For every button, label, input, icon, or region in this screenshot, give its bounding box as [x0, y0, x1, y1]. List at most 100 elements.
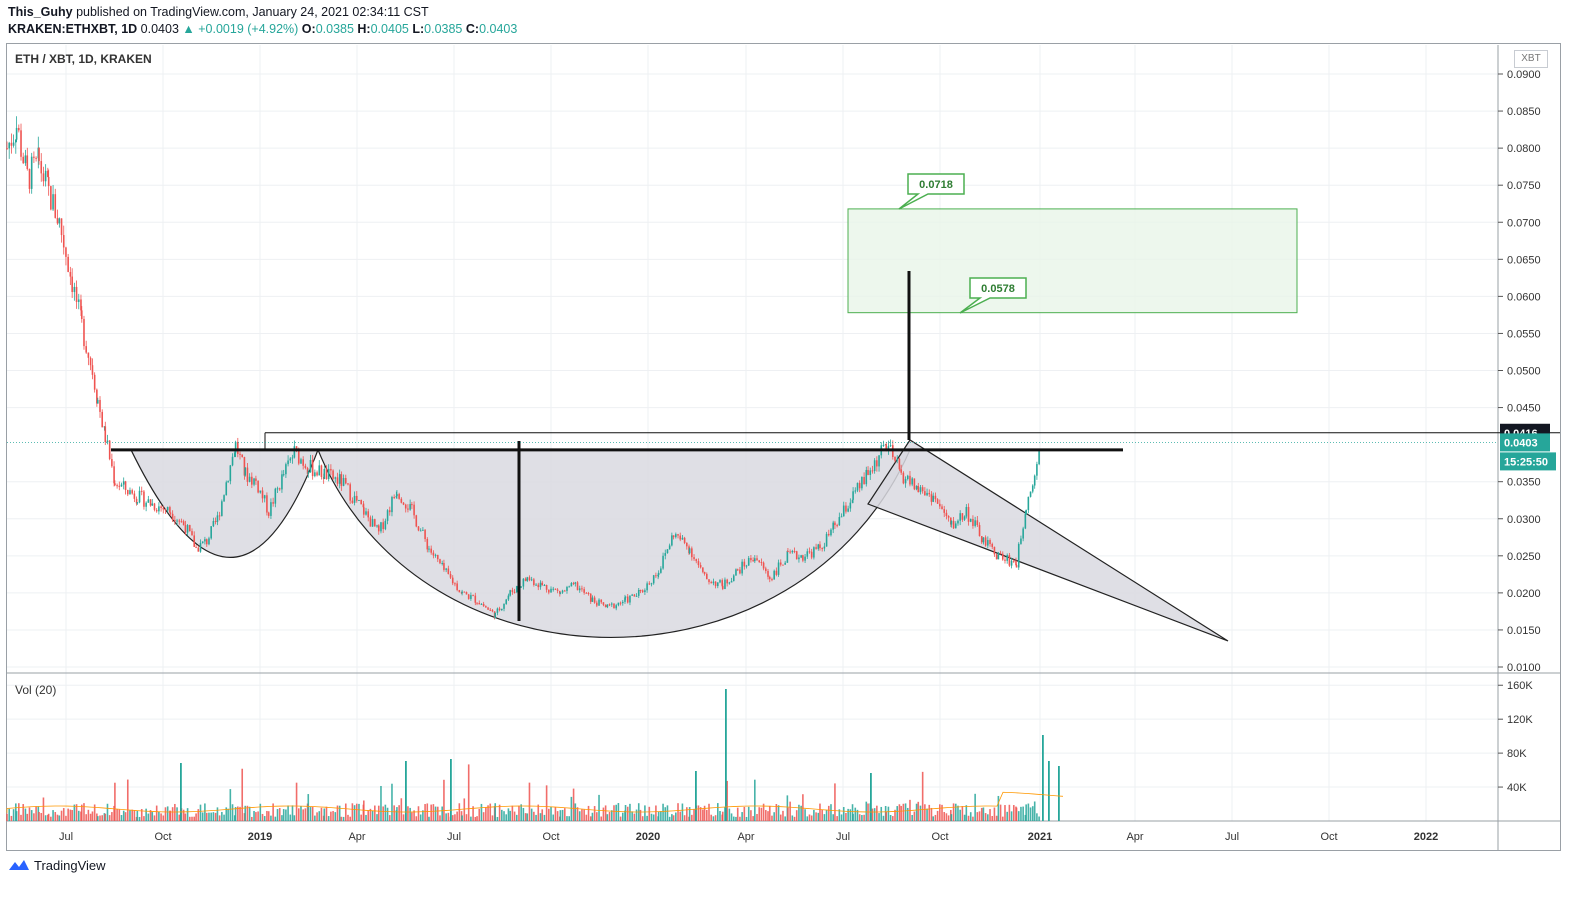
- volume-bar: [641, 816, 644, 821]
- volume-bar: [197, 809, 200, 821]
- volume-bar: [980, 807, 983, 821]
- candle-body: [371, 519, 374, 527]
- volume-bar: [351, 803, 354, 821]
- candle-body: [62, 235, 65, 248]
- x-tick-label: Jul: [1225, 831, 1239, 843]
- candle-body: [87, 352, 90, 358]
- candle-body: [1008, 555, 1011, 566]
- candle-body: [876, 460, 878, 467]
- volume-bar: [821, 809, 823, 821]
- volume-bar: [80, 804, 83, 821]
- candle-body: [1017, 543, 1020, 568]
- volume-bar: [248, 806, 251, 821]
- candle-body: [765, 568, 767, 571]
- volume-bar: [365, 814, 367, 821]
- candle-body: [771, 579, 773, 581]
- candle-body: [195, 546, 197, 548]
- candle-body: [666, 549, 669, 554]
- vol-tick-label: 120K: [1507, 714, 1533, 726]
- candle-body: [847, 508, 849, 512]
- publish-info: This_Guhy published on TradingView.com, …: [8, 5, 429, 19]
- volume-bar: [430, 804, 432, 821]
- candle-body: [719, 580, 721, 583]
- candle-body: [451, 577, 454, 584]
- volume-bar: [838, 809, 841, 821]
- candle-body: [574, 582, 577, 584]
- candle-body: [1031, 485, 1034, 492]
- candle-body: [118, 485, 121, 487]
- candle-body: [913, 478, 916, 490]
- target-zone: [847, 208, 1298, 314]
- candle-body: [633, 594, 636, 597]
- candle-body: [1022, 528, 1024, 539]
- volume-bar: [570, 796, 573, 821]
- candle-body: [458, 590, 461, 593]
- volume-bar: [974, 793, 976, 821]
- volume-bar: [885, 811, 888, 821]
- candle-body: [374, 519, 376, 527]
- candle-body: [147, 499, 150, 503]
- candle-body: [396, 494, 398, 496]
- candle-body: [724, 579, 726, 590]
- volume-bar: [340, 816, 343, 821]
- candle-body: [610, 603, 613, 605]
- volume-bar: [710, 814, 712, 821]
- candle-body: [572, 583, 575, 585]
- volume-bar: [1029, 807, 1032, 821]
- candle-body: [602, 602, 605, 605]
- volume-bar: [272, 803, 274, 821]
- candle-body: [297, 449, 300, 464]
- volume-bar: [834, 783, 836, 821]
- x-tick-label: Jul: [447, 831, 461, 843]
- candle-body: [714, 581, 717, 587]
- candle-body: [817, 544, 820, 549]
- volume-bar: [97, 816, 99, 821]
- candle-body: [111, 459, 113, 467]
- volume-bar: [494, 803, 497, 821]
- volume-bar: [847, 808, 849, 821]
- candle-body: [999, 552, 1002, 554]
- currency-badge[interactable]: XBT: [1514, 50, 1548, 68]
- candle-body: [533, 579, 535, 586]
- candle-body: [56, 217, 59, 224]
- volume-bar: [116, 809, 118, 821]
- candle-body: [47, 176, 50, 187]
- candle-body: [318, 465, 321, 476]
- volume-bar: [263, 816, 266, 821]
- candle-body: [336, 477, 339, 484]
- volume-bar: [813, 809, 815, 821]
- candle-body: [204, 539, 206, 542]
- candle-body: [539, 582, 542, 588]
- candle-body: [47, 170, 49, 177]
- volume-bar: [478, 808, 481, 821]
- candle-body: [171, 513, 174, 521]
- volume-bar: [708, 803, 710, 821]
- volume-bar: [904, 803, 907, 821]
- candle-body: [675, 534, 677, 538]
- volume-bar: [71, 810, 73, 821]
- volume-bar: [489, 803, 492, 821]
- volume-bar: [854, 807, 857, 821]
- candle-body: [362, 504, 365, 508]
- volume-bar: [539, 813, 542, 821]
- candle-body: [568, 586, 570, 588]
- volume-bar: [672, 815, 675, 821]
- volume-bar: [997, 795, 1000, 821]
- close-label: C:: [465, 22, 480, 36]
- candle-body: [1038, 451, 1040, 465]
- volume-bar: [241, 768, 244, 821]
- candle-body: [344, 478, 347, 484]
- volume-bar: [705, 809, 708, 821]
- volume-bar: [307, 794, 310, 821]
- volume-bar: [652, 814, 655, 821]
- volume-bar: [537, 804, 540, 821]
- volume-bar: [581, 809, 583, 821]
- footer-brand[interactable]: TradingView: [8, 858, 106, 875]
- candle-body: [613, 603, 615, 609]
- candle-body: [113, 466, 115, 484]
- author-name[interactable]: This_Guhy: [8, 5, 73, 19]
- candle-body: [945, 512, 948, 517]
- candle-body: [600, 599, 603, 603]
- y-tick-label: 0.0100: [1507, 662, 1541, 674]
